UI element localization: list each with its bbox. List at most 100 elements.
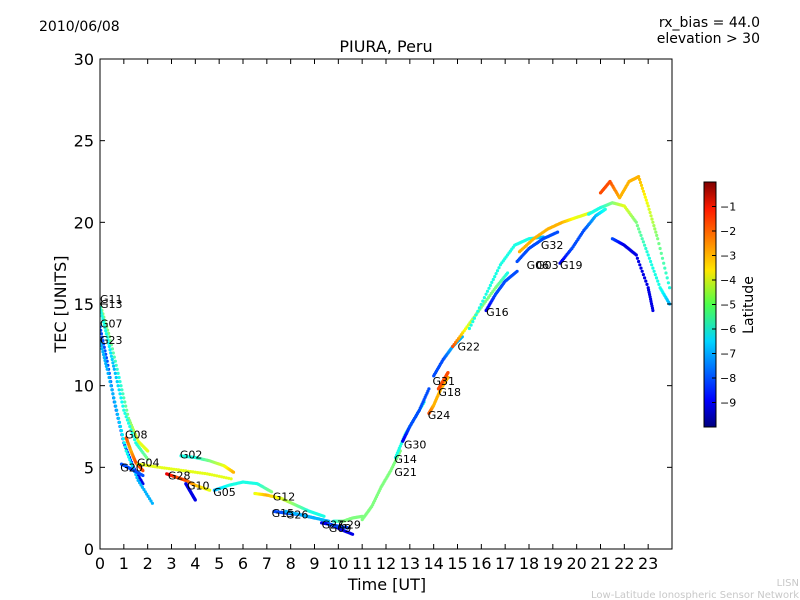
x-tick-label: 11 (352, 554, 372, 573)
satellite-label-G29: G29 (338, 519, 361, 532)
y-axis-label: TEC [UNITS] (51, 256, 70, 354)
series-G05 (212, 480, 274, 494)
data-point (641, 273, 646, 277)
data-point (644, 246, 648, 251)
series-G30 (401, 387, 431, 443)
data-point (127, 455, 131, 459)
data-point (490, 280, 494, 284)
data-point (118, 380, 122, 384)
data-point (654, 230, 658, 234)
satellite-label-G23: G23 (100, 334, 123, 347)
data-point (117, 416, 121, 420)
data-point (107, 375, 111, 380)
x-axis-label: Time [UT] (347, 575, 426, 594)
data-point (647, 207, 651, 211)
data-point (113, 400, 117, 404)
x-tick-label: 3 (166, 554, 176, 573)
x-tick-label: 1 (119, 554, 129, 573)
data-point (662, 261, 666, 265)
data-point (639, 266, 643, 270)
series-G08 (124, 436, 145, 473)
data-point (493, 275, 497, 279)
data-point (115, 380, 119, 384)
colorbar-ticks-group: −1 −2 −3 −4 −5 −6 −7 −8 −9 (712, 201, 736, 410)
data-point (644, 198, 648, 202)
data-point (179, 468, 183, 472)
data-point (229, 477, 233, 481)
data-point (165, 466, 169, 470)
x-tick-label: 4 (190, 554, 200, 573)
data-point (477, 306, 481, 310)
data-point (351, 532, 355, 536)
data-point (124, 449, 128, 453)
series-G16 (484, 269, 519, 313)
data-point (479, 302, 483, 307)
data-point (102, 353, 106, 357)
data-point (665, 276, 669, 280)
data-point (100, 335, 104, 339)
data-point (108, 348, 112, 352)
data-point (198, 471, 202, 475)
data-point (177, 468, 181, 472)
data-point (125, 418, 129, 422)
data-point (640, 237, 644, 241)
data-point (106, 371, 110, 375)
colorbar-label: Latitude (741, 276, 757, 334)
series-G22 (451, 271, 510, 349)
data-point (603, 207, 607, 211)
satellite-label-G03: G03 (536, 259, 559, 272)
data-point (642, 192, 647, 196)
series-G23 (100, 338, 154, 505)
data-point (108, 339, 113, 343)
data-point (105, 335, 109, 339)
satellite-label-G12: G12 (273, 491, 296, 504)
x-tick-label: 12 (376, 554, 396, 573)
data-point (112, 396, 116, 400)
data-point (222, 475, 226, 479)
x-tick-label: 6 (238, 554, 248, 573)
satellite-label-G05: G05 (213, 486, 236, 499)
data-point (129, 461, 133, 465)
data-point (481, 299, 485, 303)
data-point (474, 313, 478, 317)
data-point (133, 438, 137, 442)
data-point (656, 237, 660, 241)
data-point (640, 186, 645, 190)
data-point (556, 230, 560, 234)
series-G13 (100, 305, 150, 461)
data-point (634, 220, 638, 224)
data-point (485, 289, 490, 293)
data-point (427, 387, 431, 391)
data-point (645, 201, 649, 205)
data-point (120, 433, 124, 437)
data-point (186, 469, 190, 473)
data-point (660, 256, 665, 260)
data-point (114, 404, 118, 408)
satellite-label-G02: G02 (180, 448, 203, 461)
data-point (196, 471, 200, 475)
data-point (141, 473, 145, 478)
data-point (646, 204, 650, 208)
data-point (142, 487, 146, 492)
data-point (102, 323, 106, 327)
data-point (653, 273, 657, 277)
series-G20 (119, 462, 145, 478)
data-point (635, 256, 640, 260)
data-point (638, 263, 642, 267)
series-G21 (360, 449, 402, 522)
date-label: 2010/06/08 (39, 19, 120, 35)
data-point (107, 341, 111, 345)
data-point (102, 320, 106, 324)
data-point (158, 465, 162, 469)
data-point (497, 266, 501, 270)
data-point (484, 292, 488, 296)
data-point (138, 481, 142, 485)
data-point (111, 392, 115, 396)
data-point (131, 434, 135, 438)
data-point (506, 271, 510, 275)
data-point (121, 437, 125, 441)
data-point (663, 266, 667, 270)
data-point (212, 473, 216, 477)
data-point (200, 471, 205, 475)
series-G28 (165, 472, 212, 492)
